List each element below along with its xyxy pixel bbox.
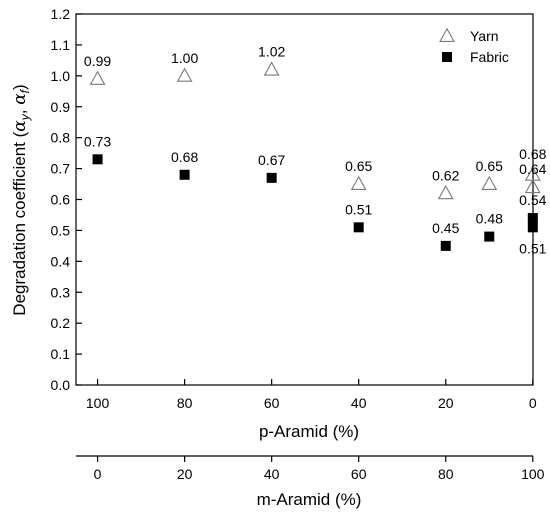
y-tick-label: 0.6 <box>51 192 71 208</box>
yarn-point <box>176 67 193 82</box>
yarn-point <box>524 178 541 194</box>
y-tick-label: 0.0 <box>51 377 71 393</box>
yarn-point <box>89 70 106 85</box>
fabric-data-label: 0.54 <box>519 192 546 208</box>
fabric-data-label: 0.45 <box>432 220 459 236</box>
fabric-point <box>440 240 451 251</box>
y-tick-label: 0.1 <box>51 346 71 362</box>
x-axis: 100 80 60 40 20 0 <box>86 379 537 411</box>
fabric-data-label: 0.67 <box>258 152 285 168</box>
legend: Yarn Fabric <box>439 27 509 65</box>
fabric-point <box>353 222 364 233</box>
data-marks: 0.99 1.00 1.020.650.620.650.680.640.730.68… <box>84 44 547 257</box>
yarn-data-label: 0.64 <box>519 161 546 177</box>
x2-tick-label: 100 <box>521 466 545 482</box>
series-yarn: 0.99 1.00 1.020.650.620.650.680.64 <box>84 44 547 200</box>
x-tick-label: 20 <box>438 395 454 411</box>
fabric-point <box>92 154 103 165</box>
x2-tick-label: 0 <box>94 466 102 482</box>
y-tick-label: 0.5 <box>51 222 71 238</box>
yarn-data-label: 0.99 <box>84 53 111 69</box>
legend-label: Fabric <box>470 49 509 65</box>
x2-tick-label: 40 <box>264 466 280 482</box>
yarn-point <box>437 184 454 200</box>
fabric-point <box>527 222 538 233</box>
y-tick-label: 0.9 <box>51 99 71 115</box>
fabric-point <box>484 231 495 242</box>
fabric-point <box>527 213 538 224</box>
fabric-data-label: 0.48 <box>476 211 503 227</box>
yarn-data-label: 0.68 <box>519 146 546 162</box>
fabric-point <box>179 169 190 180</box>
y-tick-label: 0.8 <box>51 130 71 146</box>
y-tick-label: 1.1 <box>51 37 71 53</box>
yarn-point <box>481 175 498 190</box>
plot-area <box>75 13 534 386</box>
yarn-data-label: 0.65 <box>476 158 503 174</box>
x-axis-secondary-title: m-Aramid (%) <box>257 490 362 509</box>
x-axis-secondary: 0 20 40 60 80 100 <box>76 455 545 482</box>
y-tick-label: 0.7 <box>51 161 71 177</box>
fabric-data-label: 0.51 <box>519 240 546 256</box>
y-axis: 0.0 0.1 0.2 0.3 0.4 0.5 0.6 0.7 0.8 0.9 1.0 1.1 1.2 <box>51 6 82 393</box>
x-tick-label: 60 <box>264 395 280 411</box>
y-tick-label: 0.4 <box>51 253 71 269</box>
fabric-data-label: 0.73 <box>84 133 111 149</box>
legend-yarn-marker <box>439 27 455 42</box>
x2-tick-label: 20 <box>177 466 193 482</box>
yarn-data-label: 0.62 <box>432 167 459 183</box>
legend-fabric-marker <box>442 52 452 62</box>
y-tick-label: 1.0 <box>51 68 71 84</box>
yarn-data-label: 1.02 <box>258 44 285 60</box>
y-tick-label: 1.2 <box>51 6 71 22</box>
yarn-point <box>263 61 280 76</box>
legend-label: Yarn <box>470 28 499 44</box>
series-fabric: 0.73 0.68 0.67 0.51 0.45 0.48 0.54 0.51 <box>84 133 547 256</box>
x-tick-label: 80 <box>177 395 193 411</box>
x-tick-label: 100 <box>86 395 110 411</box>
fabric-data-label: 0.68 <box>171 149 198 165</box>
fabric-point <box>266 172 277 183</box>
fabric-data-label: 0.51 <box>345 201 372 217</box>
x2-tick-label: 60 <box>351 466 367 482</box>
y-axis-title: Degradation coefficient (αy, αf) <box>10 84 32 315</box>
x-axis-title: p-Aramid (%) <box>259 422 359 441</box>
x2-tick-label: 80 <box>438 466 454 482</box>
yarn-data-label: 1.00 <box>171 50 198 66</box>
x-tick-label: 40 <box>351 395 367 411</box>
yarn-point <box>350 175 367 190</box>
y-tick-label: 0.2 <box>51 315 71 331</box>
y-tick-label: 0.3 <box>51 284 71 300</box>
x-tick-label: 0 <box>529 395 537 411</box>
yarn-data-label: 0.65 <box>345 158 372 174</box>
